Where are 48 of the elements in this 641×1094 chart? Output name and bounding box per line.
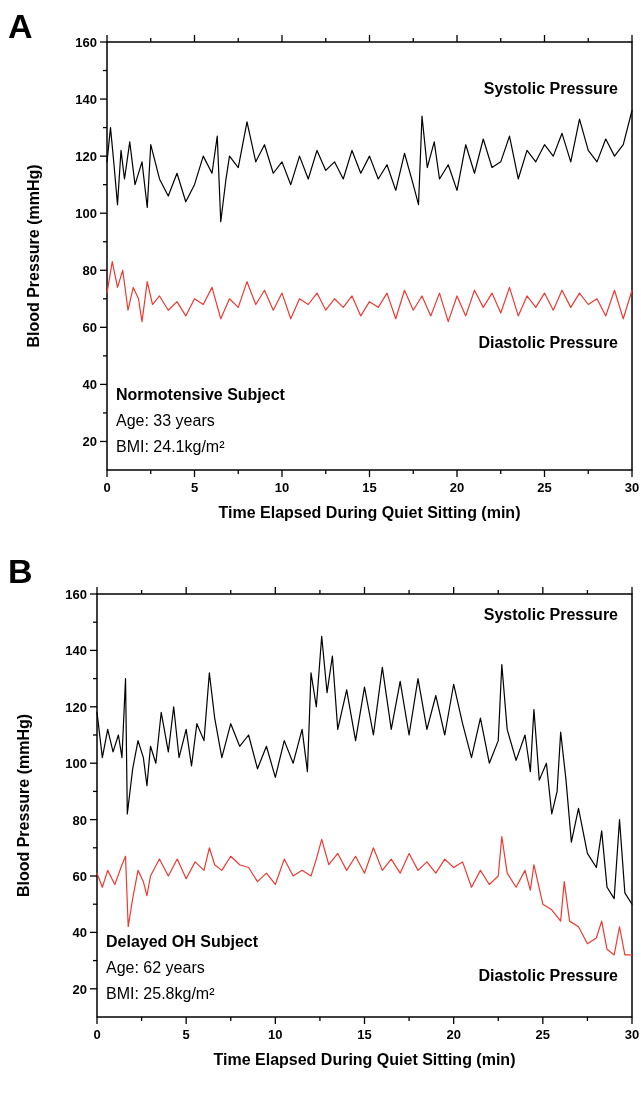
legend-label: Systolic Pressure — [483, 606, 619, 624]
y-tick-label: 20 — [72, 981, 87, 997]
y-tick-label: 40 — [72, 925, 87, 941]
x-tick-label: 15 — [362, 480, 377, 495]
x-tick-label: 30 — [624, 480, 640, 495]
y-tick-label: 140 — [75, 92, 97, 108]
x-tick-label: 5 — [190, 480, 199, 495]
annotation: Age: 33 years — [116, 412, 215, 429]
x-axis-title: Time Elapsed During Quiet Sitting (min) — [218, 504, 521, 521]
x-tick-label: 20 — [449, 480, 465, 495]
x-tick-label: 15 — [357, 1027, 372, 1042]
y-tick-label: 20 — [82, 434, 97, 450]
y-tick-label: 60 — [82, 320, 97, 336]
y-tick-label: 80 — [82, 263, 97, 279]
x-tick-label: 10 — [274, 480, 290, 495]
x-tick-label: 0 — [93, 1027, 101, 1042]
line-series — [106, 261, 633, 323]
y-tick-label: 60 — [72, 869, 87, 884]
y-tick-label: 160 — [65, 587, 87, 602]
chart-title: B — [8, 552, 33, 590]
y-axis-title: Blood Pressure (mmHg) — [15, 713, 32, 898]
y-axis-title: Blood Pressure (mmHg) — [25, 164, 42, 348]
annotation: Normotensive Subject — [116, 386, 286, 403]
series-label: Systolic Pressure — [483, 80, 619, 98]
x-tick-label: 30 — [624, 1027, 640, 1042]
chart-title: A — [8, 7, 33, 45]
x-tick-label: 20 — [446, 1027, 461, 1042]
line-series — [96, 835, 633, 956]
y-tick-label: 100 — [65, 756, 87, 772]
x-tick-label: 10 — [268, 1027, 283, 1042]
y-tick-label: 120 — [65, 699, 87, 715]
x-axis-title: Time Elapsed During Quiet Sitting (min) — [213, 1051, 516, 1068]
y-tick-label: 140 — [65, 643, 87, 659]
x-tick-label: 5 — [182, 1027, 190, 1042]
annotation: Age: 62 years — [106, 959, 205, 976]
annotation: BMI: 24.1kg/m² — [116, 438, 226, 455]
series-label: Diastolic Pressure — [478, 966, 619, 984]
annotation: Delayed OH Subject — [106, 933, 259, 950]
y-tick-label: 160 — [75, 35, 97, 50]
y-tick-label: 40 — [82, 377, 97, 393]
annotation: BMI: 25.8kg/m² — [106, 985, 216, 1002]
y-tick-label: 120 — [75, 149, 97, 165]
series-label: Diastolic Pressure — [478, 333, 619, 351]
x-tick-label: 25 — [537, 480, 552, 495]
x-tick-label: 25 — [535, 1027, 551, 1042]
x-tick-label: 0 — [103, 480, 111, 495]
y-tick-label: 100 — [75, 206, 97, 222]
y-tick-label: 80 — [72, 812, 87, 828]
